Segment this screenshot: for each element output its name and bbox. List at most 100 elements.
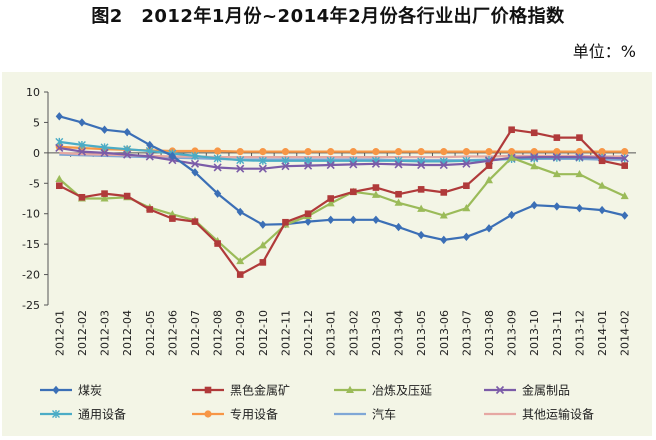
data-point bbox=[259, 220, 267, 229]
data-point bbox=[598, 205, 606, 215]
x-tick-label: 2013-09 bbox=[506, 310, 519, 356]
data-point bbox=[326, 160, 335, 170]
x-tick-label: 2013-02 bbox=[347, 310, 360, 356]
series-7 bbox=[59, 151, 625, 159]
data-point bbox=[621, 148, 629, 156]
data-point bbox=[236, 148, 244, 156]
series-line bbox=[59, 146, 625, 170]
data-point bbox=[462, 204, 471, 212]
data-point bbox=[236, 164, 245, 173]
data-point bbox=[553, 202, 561, 211]
x-tick-label: 2013-04 bbox=[393, 310, 406, 356]
data-point bbox=[394, 222, 403, 232]
data-point bbox=[575, 148, 584, 156]
data-point bbox=[575, 204, 584, 213]
data-point bbox=[371, 190, 380, 198]
data-point bbox=[349, 148, 357, 156]
data-point bbox=[462, 159, 471, 168]
series-lines bbox=[55, 112, 629, 278]
legend-item: 其他运输设备 bbox=[484, 407, 594, 422]
data-point bbox=[327, 215, 335, 224]
y-tick-label: -5 bbox=[29, 177, 40, 190]
data-point bbox=[553, 134, 561, 141]
legend-item: 通用设备 bbox=[40, 408, 126, 422]
data-point bbox=[304, 210, 312, 218]
data-point bbox=[123, 127, 131, 137]
data-point bbox=[575, 153, 584, 162]
legend-label: 冶炼及压延 bbox=[372, 383, 432, 398]
data-point bbox=[100, 194, 109, 202]
data-point bbox=[214, 240, 221, 247]
data-point bbox=[304, 161, 313, 170]
legend-item: 金属制品 bbox=[484, 383, 570, 398]
series-line bbox=[58, 128, 625, 276]
data-point bbox=[507, 153, 516, 161]
data-point bbox=[371, 159, 380, 168]
chart-title: 图2 2012年1月份~2014年2月份各行业出厂价格指数 bbox=[91, 6, 565, 27]
x-tick-label: 2012-10 bbox=[257, 310, 270, 356]
y-tick-label: 5 bbox=[33, 116, 40, 129]
series-line bbox=[59, 140, 625, 163]
x-tick-label: 2013-07 bbox=[460, 310, 473, 356]
axes: 10 5 0 -5 -10 -15 -20 -25 2012-01 2012-02 2012-03 2… bbox=[22, 86, 636, 356]
data-point bbox=[191, 147, 199, 155]
data-point bbox=[145, 152, 154, 161]
data-point bbox=[123, 192, 131, 200]
data-point bbox=[236, 156, 245, 165]
data-point bbox=[78, 193, 86, 201]
y-tick-label: 0 bbox=[33, 147, 40, 160]
data-point bbox=[258, 156, 267, 165]
data-point bbox=[349, 215, 357, 224]
legend-marker bbox=[346, 385, 354, 393]
data-point bbox=[598, 148, 606, 156]
y-tick-label: -20 bbox=[22, 269, 40, 282]
data-point bbox=[123, 150, 132, 159]
x-tick-label: 2013-10 bbox=[528, 310, 541, 356]
data-point bbox=[394, 198, 403, 206]
data-point bbox=[213, 163, 222, 172]
data-point bbox=[485, 176, 493, 184]
legend-label: 其他运输设备 bbox=[522, 407, 594, 422]
data-point bbox=[417, 204, 426, 212]
data-point bbox=[508, 148, 516, 156]
data-point bbox=[259, 259, 267, 266]
data-point bbox=[462, 232, 470, 242]
x-tick-label: 2012-11 bbox=[279, 310, 292, 356]
data-point bbox=[350, 188, 357, 196]
data-point bbox=[304, 217, 312, 226]
series-line bbox=[58, 156, 626, 263]
x-tick-label: 2012-08 bbox=[212, 310, 225, 356]
legend-item: 专用设备 bbox=[192, 407, 278, 422]
data-point bbox=[552, 169, 561, 178]
y-tick-label: -15 bbox=[22, 238, 40, 251]
data-point bbox=[258, 241, 267, 249]
data-point bbox=[439, 160, 448, 170]
x-tick-label: 2012-01 bbox=[53, 310, 66, 356]
series-3 bbox=[55, 143, 629, 173]
data-point bbox=[530, 129, 538, 137]
data-point bbox=[146, 206, 154, 213]
data-point bbox=[553, 148, 561, 156]
unit-label: 单位：% bbox=[572, 42, 636, 61]
data-point bbox=[394, 148, 403, 156]
data-point bbox=[485, 162, 493, 169]
legend-marker bbox=[204, 410, 212, 418]
data-point bbox=[372, 148, 380, 156]
data-point bbox=[214, 189, 222, 198]
legend-marker bbox=[52, 410, 60, 418]
data-point bbox=[168, 151, 176, 161]
series-line bbox=[59, 115, 625, 241]
x-tick-label: 2013-11 bbox=[551, 310, 564, 356]
legend-label: 煤炭 bbox=[78, 384, 102, 398]
data-point bbox=[530, 200, 538, 210]
data-point bbox=[417, 186, 425, 193]
data-point bbox=[191, 218, 199, 225]
data-point bbox=[77, 140, 86, 149]
x-tick-label: 2014-02 bbox=[619, 310, 632, 356]
data-point bbox=[214, 147, 222, 155]
legend-marker bbox=[204, 386, 212, 394]
data-point bbox=[463, 182, 470, 190]
legend-marker bbox=[52, 385, 60, 395]
